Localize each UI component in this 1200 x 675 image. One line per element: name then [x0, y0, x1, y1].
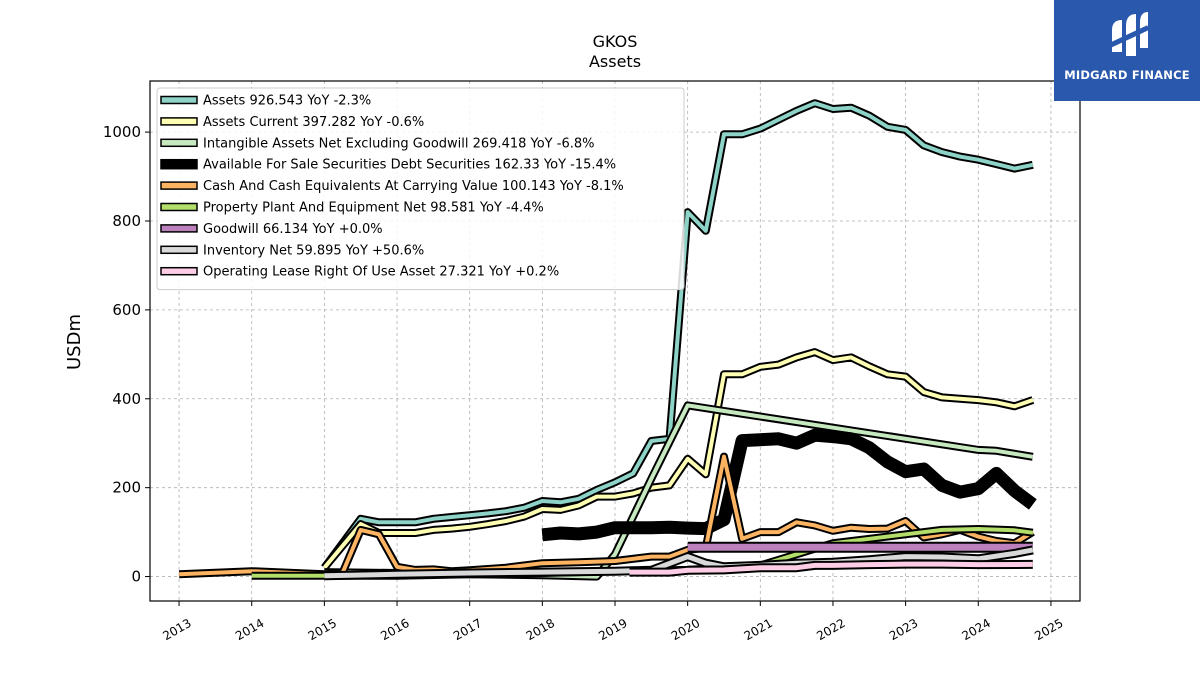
legend-swatch: [160, 224, 198, 233]
legend-label: Assets 926.543 YoY -2.3%: [203, 94, 371, 109]
x-tick-label: 2024: [960, 616, 993, 643]
series-line: [322, 350, 1034, 569]
x-tick-label: 2025: [1032, 616, 1065, 643]
legend-label: Assets Current 397.282 YoY -0.6%: [203, 115, 424, 130]
x-tick-label: 2022: [814, 616, 847, 643]
midgard-logo-icon: [1109, 12, 1150, 56]
legend-swatch: [160, 202, 198, 212]
legend-swatch: [160, 95, 198, 105]
legend-swatch: [160, 117, 198, 126]
y-tick-label: 400: [112, 390, 141, 408]
x-tick-label: 2021: [742, 616, 775, 643]
y-tick-label: 0: [131, 568, 141, 586]
legend-box: [156, 87, 685, 291]
x-tick-label: 2015: [306, 616, 339, 643]
legend-label: Available For Sale Securities Debt Secur…: [203, 158, 616, 173]
series-line: [629, 561, 1033, 575]
brand-logo: MIDGARD FINANCE: [1054, 0, 1200, 101]
x-tick-label: 2017: [451, 616, 484, 643]
y-axis: 0 200 400 600 800 1000: [103, 123, 150, 586]
legend-swatch: [160, 266, 198, 276]
series-available-for-sale-securities-debt-securities: [541, 428, 1037, 542]
legend-label: Inventory Net 59.895 YoY +50.6%: [203, 243, 424, 258]
x-tick-label: 2016: [378, 616, 411, 643]
chart-subtitle: Assets: [589, 52, 641, 71]
series-assets-current: [321, 348, 1035, 571]
legend-label: Goodwill 66.134 YoY +0.0%: [203, 222, 383, 237]
series-operating-lease-right-of-use-asset: [629, 559, 1033, 577]
y-tick-label: 800: [112, 212, 141, 230]
series-assets: [321, 99, 1034, 571]
x-tick-label: 2014: [233, 616, 266, 643]
legend-swatch: [160, 138, 198, 148]
legend-label: Cash And Cash Equivalents At Carrying Va…: [203, 179, 624, 194]
y-tick-label: 1000: [103, 123, 141, 141]
legend: Assets 926.543 YoY -2.3% Assets Current 3…: [156, 87, 685, 291]
legend-swatch: [160, 245, 198, 255]
y-tick-label: 200: [112, 479, 141, 497]
brand-name: MIDGARD FINANCE: [1064, 68, 1190, 82]
x-tick-label: 2018: [524, 616, 557, 643]
series-line: [322, 101, 1034, 569]
series-line: [541, 430, 1036, 540]
y-tick-label: 600: [112, 301, 141, 319]
legend-label: Operating Lease Right Of Use Asset 27.32…: [203, 265, 559, 280]
y-axis-label: USDm: [64, 314, 85, 370]
x-tick-label: 2013: [160, 616, 193, 643]
legend-swatch: [160, 158, 198, 170]
legend-swatch: [160, 181, 198, 190]
series-layer: [178, 99, 1037, 581]
x-tick-label: 2020: [669, 616, 702, 643]
x-axis: 2013 2014 2015 2016 2017 2018 2019 2020 2021 2022…: [160, 601, 1066, 643]
x-tick-label: 2023: [887, 616, 920, 643]
chart-title: GKOS: [593, 32, 638, 51]
legend-label: Intangible Assets Net Excluding Goodwill…: [203, 136, 594, 151]
legend-label: Property Plant And Equipment Net 98.581 …: [203, 201, 544, 216]
x-tick-label: 2019: [596, 616, 629, 643]
